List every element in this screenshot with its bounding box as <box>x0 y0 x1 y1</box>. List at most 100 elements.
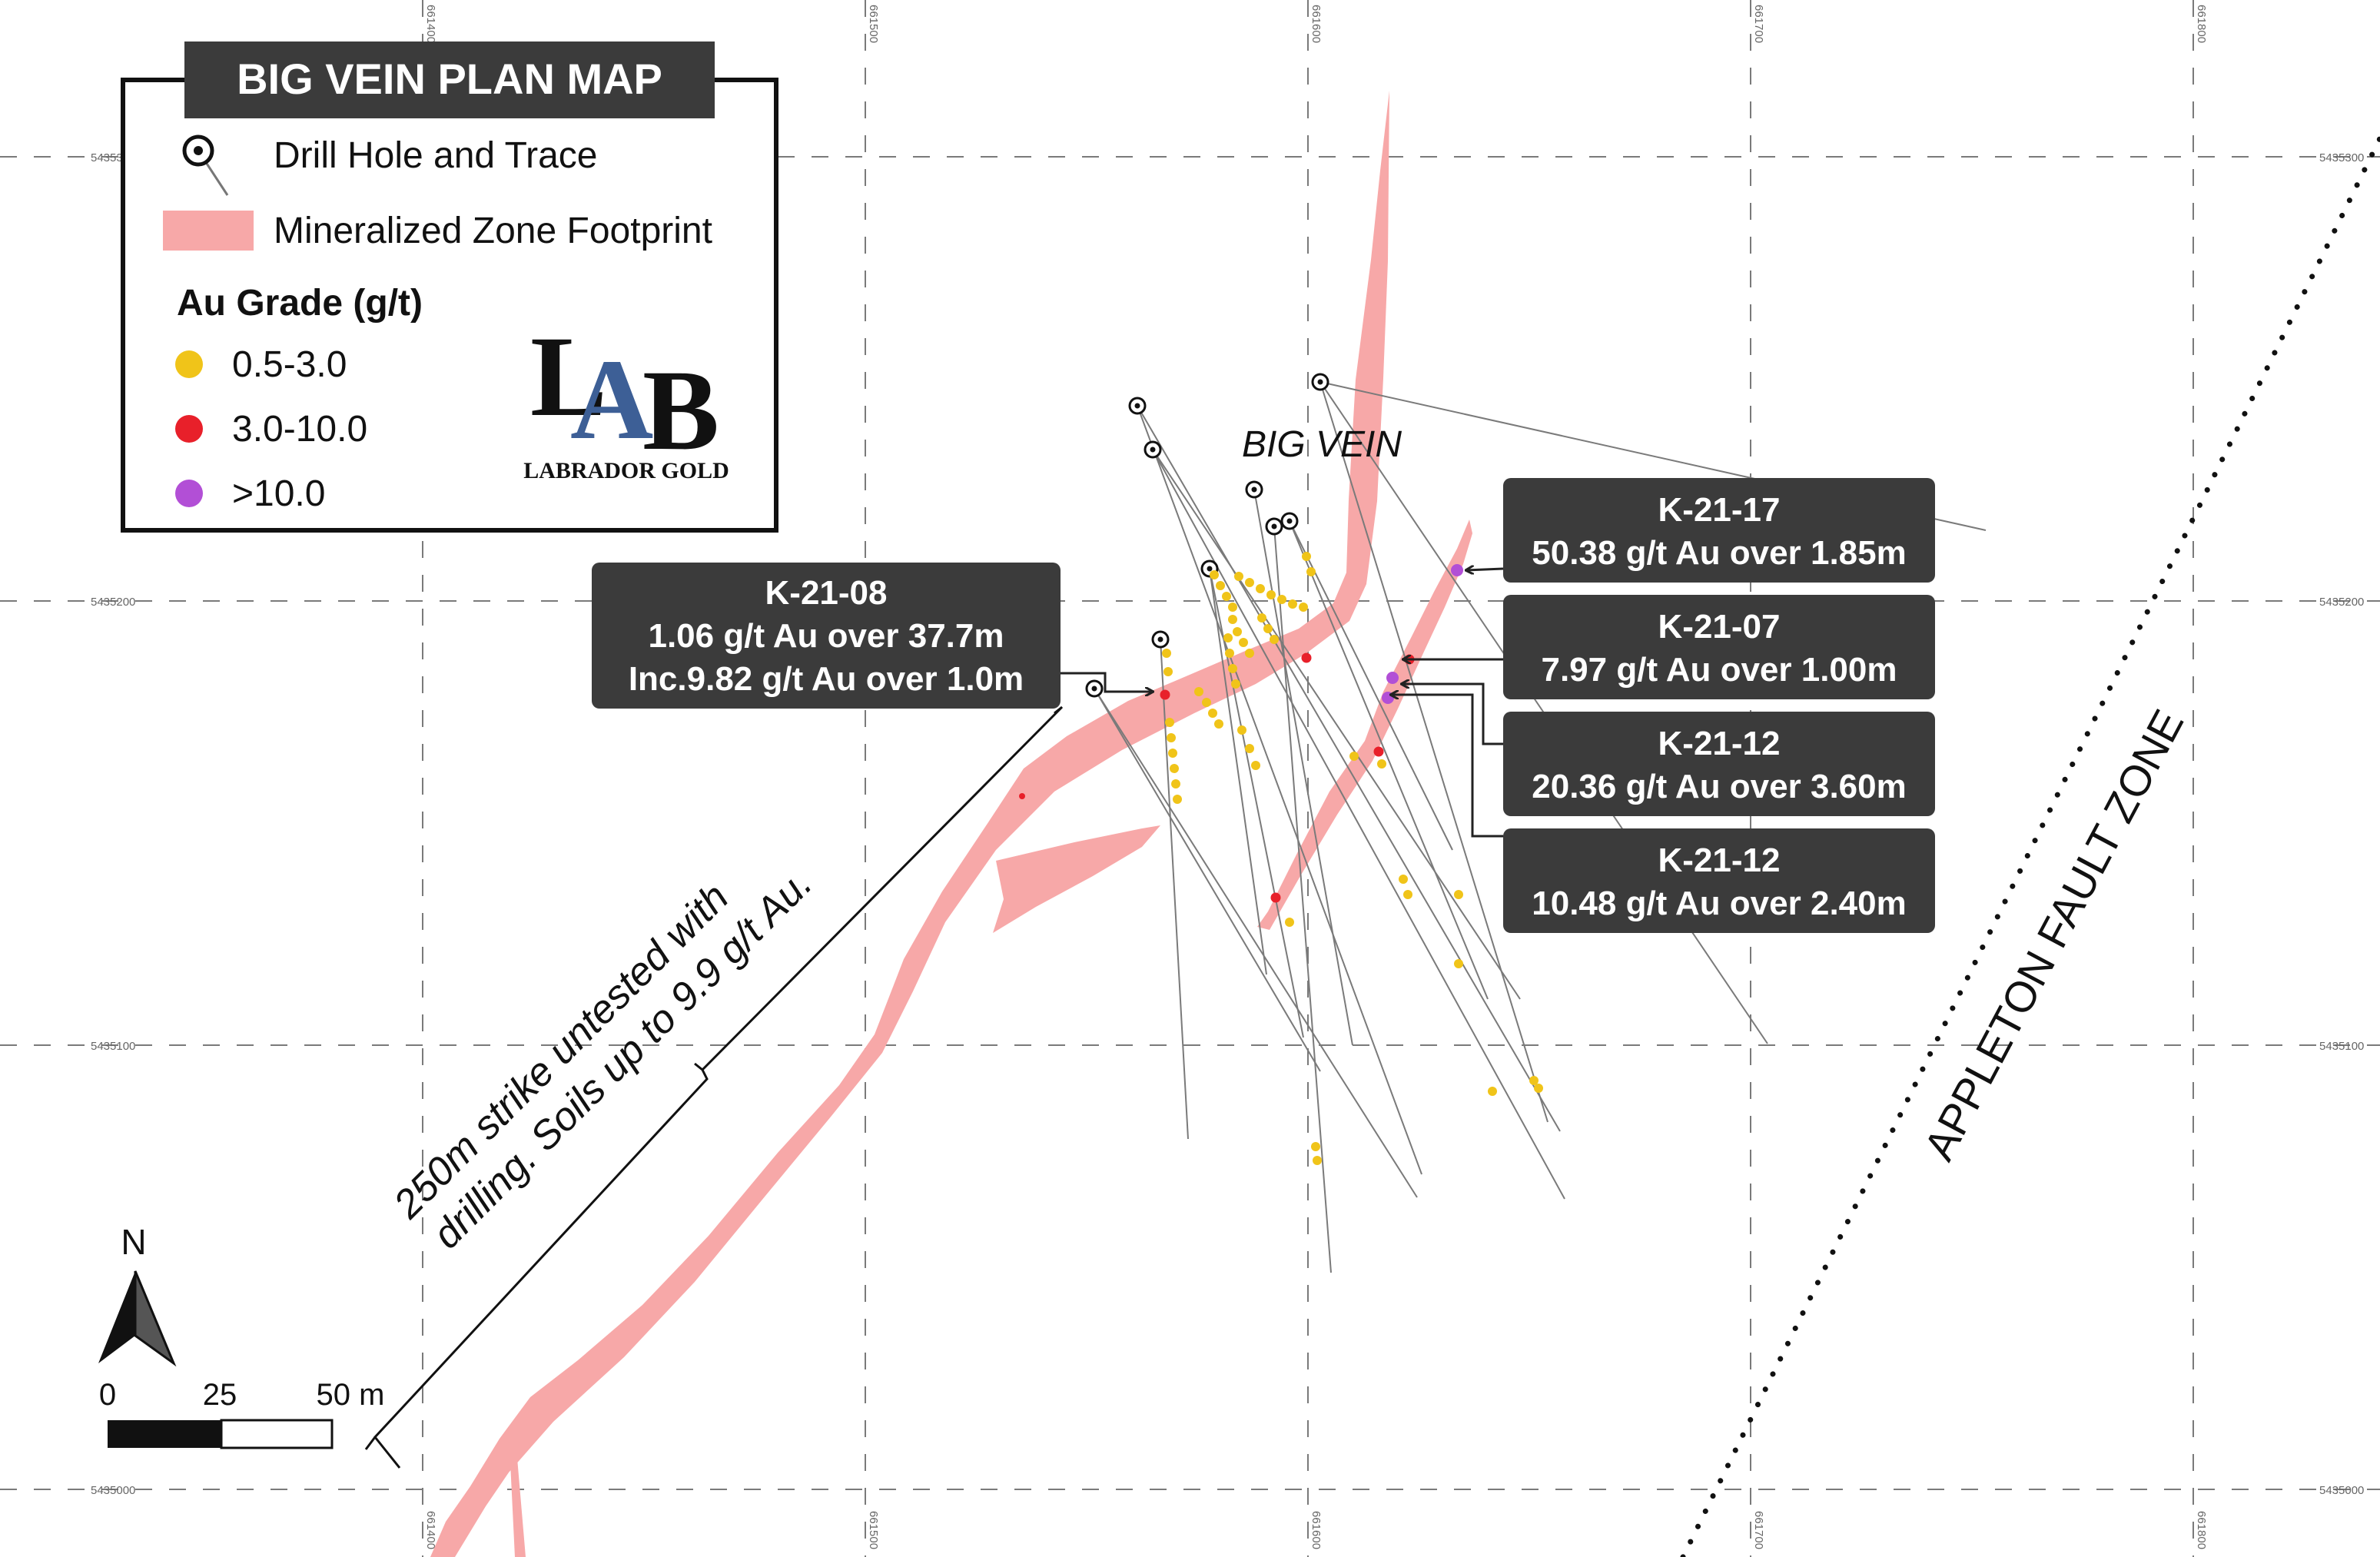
callout-hole: K-21-12 <box>1658 725 1781 762</box>
legend: BIG VEIN PLAN MAP Drill Hole and Trace M… <box>121 41 778 533</box>
easting-label-bottom: 661600 <box>1309 1511 1323 1549</box>
scale-label-25: 25 <box>203 1378 237 1412</box>
grade-label-low: 0.5-3.0 <box>232 344 347 385</box>
north-arrow-icon <box>98 1271 135 1363</box>
callout-line1: 20.36 g/t Au over 3.60m <box>1532 768 1906 805</box>
drill-collar-icon <box>1151 630 1170 649</box>
drill-trace <box>1289 520 1453 851</box>
easting-label-bottom: 661400 <box>424 1511 437 1549</box>
drill-trace <box>1137 405 1561 1132</box>
scale-label-50: 50 m <box>317 1378 385 1412</box>
callout-k-21-07: K-21-07 7.97 g/t Au over 1.00m <box>1403 595 1935 699</box>
callout-hole: K-21-12 <box>1658 842 1781 879</box>
callout-leader <box>1391 695 1503 838</box>
northing-label-right: 5435100 <box>2319 1040 2364 1053</box>
callout-leader <box>1402 684 1503 745</box>
legend-title: BIG VEIN PLAN MAP <box>237 55 662 103</box>
easting-label-top: 661400 <box>424 5 437 43</box>
scale-label-0: 0 <box>99 1378 116 1412</box>
drill-collars <box>1085 373 1329 698</box>
drill-collar-icon <box>1280 512 1299 530</box>
northing-label-right: 5435300 <box>2319 151 2364 164</box>
big-vein-label: BIG VEIN <box>1242 424 1402 465</box>
callout-hole: K-21-17 <box>1658 491 1781 529</box>
strike-note-line1: 250m strike untested with <box>385 875 738 1228</box>
northing-label-right: 5435000 <box>2319 1484 2364 1497</box>
zone-hanging-vein <box>1257 520 1472 930</box>
drill-trace <box>1094 688 1418 1198</box>
drill-collar-icon <box>1144 440 1162 459</box>
callout-line1: 1.06 g/t Au over 37.7m <box>648 617 1004 655</box>
zone-legend-label: Mineralized Zone Footprint <box>274 211 712 251</box>
northing-label-left: 5435000 <box>91 1484 135 1497</box>
drill-hole-legend-label: Drill Hole and Trace <box>274 135 598 176</box>
drill-collar-icon <box>1128 397 1147 415</box>
drill-collar-icon <box>1265 517 1283 536</box>
assay-mid-grade <box>1019 652 1415 903</box>
assay-low-grade <box>1162 552 1543 1165</box>
callout-k-21-12-b: K-21-12 10.48 g/t Au over 2.40m <box>1391 695 1935 933</box>
callout-line1: 10.48 g/t Au over 2.40m <box>1532 885 1906 922</box>
scale-bar-black <box>108 1420 221 1448</box>
callout-k-21-08: K-21-08 1.06 g/t Au over 37.7m Inc.9.82 … <box>592 563 1153 709</box>
drill-trace <box>1209 568 1267 975</box>
callout-k-21-12-a: K-21-12 20.36 g/t Au over 3.60m <box>1402 684 1935 816</box>
logo-mark-b: B <box>642 347 719 474</box>
grade-label-mid: 3.0-10.0 <box>232 409 367 450</box>
easting-label-top: 661500 <box>867 5 880 43</box>
callout-line2: Inc.9.82 g/t Au over 1.0m <box>629 660 1024 698</box>
callout-box <box>592 563 1061 709</box>
logo-name: LABRADOR GOLD <box>523 458 729 483</box>
drill-trace <box>1273 526 1332 1273</box>
strike-bracket <box>364 705 1064 1469</box>
logo-mark-l: L <box>530 313 607 440</box>
grade-heading: Au Grade (g/t) <box>177 283 423 324</box>
drill-trace <box>1094 688 1321 1072</box>
callout-hole: K-21-07 <box>1658 608 1781 646</box>
drill-trace <box>1209 568 1304 1038</box>
callout-leader <box>1061 672 1153 692</box>
northing-label-right: 5435200 <box>2319 596 2364 609</box>
callout-line1: 7.97 g/t Au over 1.00m <box>1541 651 1897 689</box>
zone-main-body <box>430 91 1389 1557</box>
callout-k-21-17: K-21-17 50.38 g/t Au over 1.85m <box>1466 478 1935 583</box>
grade-label-high: >10.0 <box>232 473 325 514</box>
mineralized-zone <box>430 91 1472 1557</box>
grade-swatch-mid <box>175 415 203 443</box>
scale-bar: 0 25 50 m <box>99 1378 385 1449</box>
callout-box <box>1503 712 1935 816</box>
zone-splay-lower <box>993 825 1160 933</box>
easting-label-top: 661700 <box>1752 5 1765 43</box>
fault-zone-label: APPLETON FAULT ZONE <box>1914 702 2192 1168</box>
northing-label-left: 5435100 <box>91 1040 135 1053</box>
drill-trace <box>1137 405 1422 1175</box>
north-arrow: N <box>98 1222 177 1367</box>
assay-points <box>1019 552 1543 1165</box>
drill-trace <box>1160 639 1189 1140</box>
callout-line1: 50.38 g/t Au over 1.85m <box>1532 534 1906 572</box>
north-arrow-icon-shade <box>134 1270 177 1367</box>
drill-trace <box>1289 520 1489 1000</box>
callout-box <box>1503 478 1935 583</box>
zone-strand <box>509 1431 526 1557</box>
easting-label-bottom: 661700 <box>1752 1511 1765 1549</box>
drill-trace <box>1152 449 1521 1000</box>
assay-high-grade <box>1382 564 1463 704</box>
logo-mark-a: A <box>570 336 653 463</box>
callout-box <box>1503 595 1935 699</box>
callout-leader <box>1466 569 1504 570</box>
drill-trace <box>1152 449 1565 1200</box>
northing-label-left: 5435200 <box>91 596 135 609</box>
easting-label-top: 661600 <box>1309 5 1323 43</box>
easting-label-bottom: 661800 <box>2195 1511 2208 1549</box>
drill-trace <box>1319 381 1548 1123</box>
callout-box <box>1503 828 1935 933</box>
scale-bar-white <box>220 1419 334 1449</box>
zone-legend-swatch <box>163 211 254 251</box>
grade-swatch-low <box>175 350 203 378</box>
easting-label-bottom: 661500 <box>867 1511 880 1549</box>
drill-collar-icon <box>1311 373 1329 391</box>
grade-swatch-high <box>175 480 203 507</box>
drill-collar-icon <box>1245 480 1263 499</box>
